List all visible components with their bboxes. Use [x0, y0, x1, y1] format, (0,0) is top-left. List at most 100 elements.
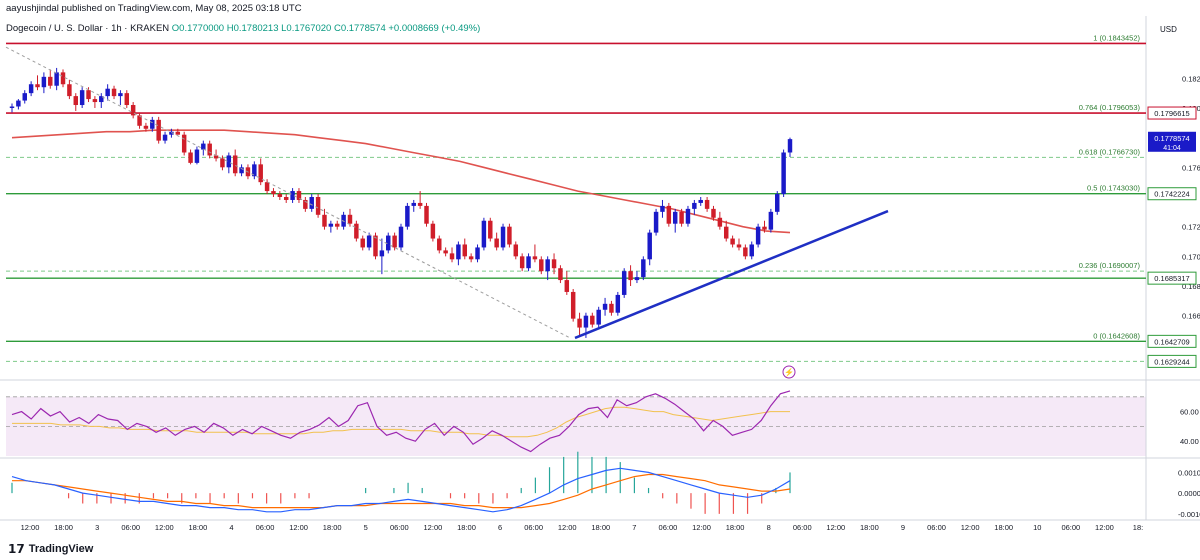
- candle-body: [488, 220, 493, 239]
- last-price-text: 0.1778574: [1154, 134, 1189, 143]
- candle-body: [366, 235, 372, 248]
- symbol-line: Dogecoin / U. S. Dollar · 1h · KRAKEN O0…: [6, 23, 480, 34]
- time-tick: 8: [767, 523, 771, 532]
- candle-body: [711, 208, 716, 218]
- lightning-icon[interactable]: [782, 365, 796, 379]
- candle-body: [201, 143, 206, 150]
- candle-body: [156, 119, 161, 141]
- candle-body: [220, 158, 225, 168]
- candle-body: [787, 139, 793, 153]
- price-tick: 0.1660000: [1182, 312, 1200, 321]
- candle-body: [41, 76, 47, 88]
- currency-label: USD: [1160, 25, 1177, 34]
- candle-body: [67, 84, 72, 97]
- candle-body: [226, 155, 232, 168]
- candle-body: [621, 271, 627, 295]
- candle-body: [290, 191, 295, 200]
- candle-body: [666, 205, 672, 224]
- time-tick: 12:00: [961, 523, 980, 532]
- rsi-tick: 40.00: [1180, 437, 1199, 446]
- candle-body: [449, 253, 455, 260]
- lightning-glyph: ⚡: [784, 367, 794, 377]
- candle-body: [424, 205, 429, 224]
- time-tick: 12:00: [1095, 523, 1114, 532]
- candle-body: [679, 211, 684, 224]
- candle-body: [692, 202, 697, 209]
- price-tick: 0.1720000: [1182, 223, 1200, 232]
- time-tick: 3: [95, 523, 99, 532]
- time-tick: 7: [632, 523, 636, 532]
- time-tick: 06:00: [1061, 523, 1080, 532]
- candle-body: [334, 223, 340, 227]
- candle-body: [188, 152, 193, 163]
- candle-body: [258, 164, 263, 183]
- candle-body: [296, 191, 302, 200]
- tradingview-footer: 𝟭𝟳 TradingView: [8, 542, 93, 556]
- time-tick: 12:00: [558, 523, 577, 532]
- candle-body: [507, 226, 512, 245]
- bar-countdown: 41:04: [1163, 145, 1181, 152]
- candle-body: [232, 155, 238, 174]
- candle-body: [609, 303, 614, 313]
- candle-body: [386, 235, 391, 251]
- trendline: [574, 209, 889, 340]
- candle-body: [475, 247, 480, 260]
- time-tick: 06:00: [256, 523, 275, 532]
- candle-body: [653, 211, 659, 233]
- candle-body: [207, 143, 212, 156]
- candle-body: [545, 259, 550, 272]
- candle-body: [583, 315, 589, 328]
- time-tick: 12:00: [21, 523, 40, 532]
- candle-body: [360, 238, 365, 248]
- candle-body: [9, 106, 15, 108]
- candle-body: [22, 93, 27, 101]
- brand-name[interactable]: TradingView: [28, 543, 94, 555]
- candle-body: [181, 134, 187, 153]
- candle-body: [124, 93, 130, 106]
- candle-body: [315, 197, 321, 215]
- rsi-ma-line: [12, 406, 790, 438]
- candle-body: [704, 199, 710, 209]
- price-tick: 0.1680000: [1182, 282, 1200, 291]
- candle-body: [577, 318, 582, 328]
- candle-body: [54, 72, 59, 86]
- candle-body: [762, 226, 767, 230]
- publisher-line: aayushjindal published on TradingView.co…: [6, 3, 302, 14]
- candle-body: [602, 303, 608, 310]
- candle-body: [615, 294, 621, 313]
- candle-body: [539, 259, 544, 272]
- candle-body: [526, 256, 531, 269]
- candle-body: [596, 309, 601, 325]
- time-tick: 9: [901, 523, 905, 532]
- candle-body: [92, 99, 98, 103]
- candle-body: [481, 220, 487, 248]
- ohlc-values: O0.1770000 H0.1780213 L0.1767020 C0.1778…: [171, 23, 481, 34]
- rsi-line: [11, 390, 791, 453]
- candle-body: [685, 208, 691, 224]
- fib-label: 0.5 (0.1743030): [1087, 184, 1140, 193]
- candle-body: [73, 96, 79, 106]
- candle-body: [736, 244, 742, 248]
- candle-body: [768, 211, 774, 230]
- candle-body: [755, 226, 761, 245]
- candle-body: [775, 194, 780, 212]
- time-tick: 06:00: [121, 523, 140, 532]
- candle-body: [443, 250, 448, 254]
- candle-body: [347, 214, 353, 224]
- time-tick: 12:00: [289, 523, 308, 532]
- symbol-title[interactable]: Dogecoin / U. S. Dollar · 1h · KRAKEN: [6, 23, 170, 34]
- macd-tick: 0.0010000: [1178, 468, 1200, 477]
- fib-label: 0.236 (0.1690007): [1079, 261, 1141, 270]
- fib-guide-line: [5, 46, 571, 339]
- candle-body: [239, 167, 244, 174]
- candle-body: [456, 244, 461, 260]
- price-tag-box: [1147, 187, 1197, 201]
- candle-body: [130, 105, 136, 116]
- candle-body: [105, 88, 110, 97]
- candle-body: [309, 197, 314, 209]
- price-tag-text: 0.1796615: [1154, 109, 1189, 118]
- candle-body: [590, 315, 595, 325]
- candle-body: [717, 217, 723, 227]
- price-tick: 0.1760000: [1182, 163, 1200, 172]
